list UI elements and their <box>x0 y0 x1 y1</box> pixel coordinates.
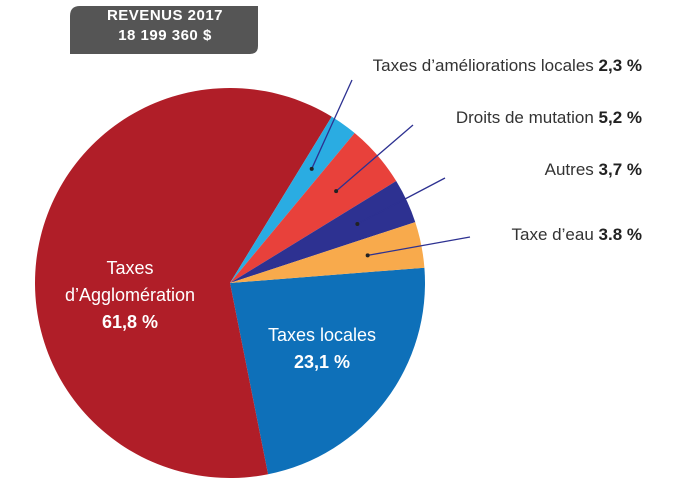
category-label: Taxe d’eau <box>511 225 594 244</box>
category-label: Taxes locales <box>267 325 377 345</box>
leader-dot <box>309 166 314 171</box>
category-label: Autres <box>544 160 594 179</box>
value-label: 61,8 % <box>101 312 159 332</box>
slice-label: Taxes d’Agglomération 61,8 % <box>40 255 220 336</box>
leader-dot <box>355 221 360 226</box>
category-label: Taxes d’Agglomération <box>64 258 196 305</box>
value-label: 3,7 % <box>598 160 642 179</box>
slice-label: Taxes locales 23,1 % <box>232 322 412 376</box>
slice-label: Taxe d’eau 3.8 % <box>512 225 642 245</box>
slice-label: Droits de mutation 5,2 % <box>456 108 642 128</box>
value-label: 2,3 % <box>598 56 642 75</box>
pie-slice <box>230 222 425 283</box>
leader-dot <box>365 253 370 258</box>
leader-dot <box>334 189 339 194</box>
value-label: 3.8 % <box>598 225 642 244</box>
leader-line <box>335 124 414 192</box>
leader-line <box>357 177 446 225</box>
header-box <box>70 6 258 54</box>
pie-slice <box>230 181 416 283</box>
category-label: Taxes d’améliorations locales <box>372 56 594 75</box>
header-line: 18 199 360 $ <box>118 27 212 44</box>
slice-label: Taxes d’améliorations locales 2,3 % <box>373 56 642 76</box>
value-label: 5,2 % <box>598 108 642 127</box>
leader-line <box>311 79 353 170</box>
pie-slice <box>230 267 426 475</box>
value-label: 23,1 % <box>293 352 351 372</box>
pie-slice <box>35 88 332 478</box>
header-line: REVENUS 2017 <box>106 7 224 24</box>
leader-line <box>367 236 471 257</box>
pie-slice <box>230 133 397 283</box>
slice-label: Autres 3,7 % <box>545 160 642 180</box>
category-label: Droits de mutation <box>455 108 594 127</box>
header: REVENUS 2017 18 199 360 $ <box>70 6 260 46</box>
pie-slice <box>230 116 355 283</box>
